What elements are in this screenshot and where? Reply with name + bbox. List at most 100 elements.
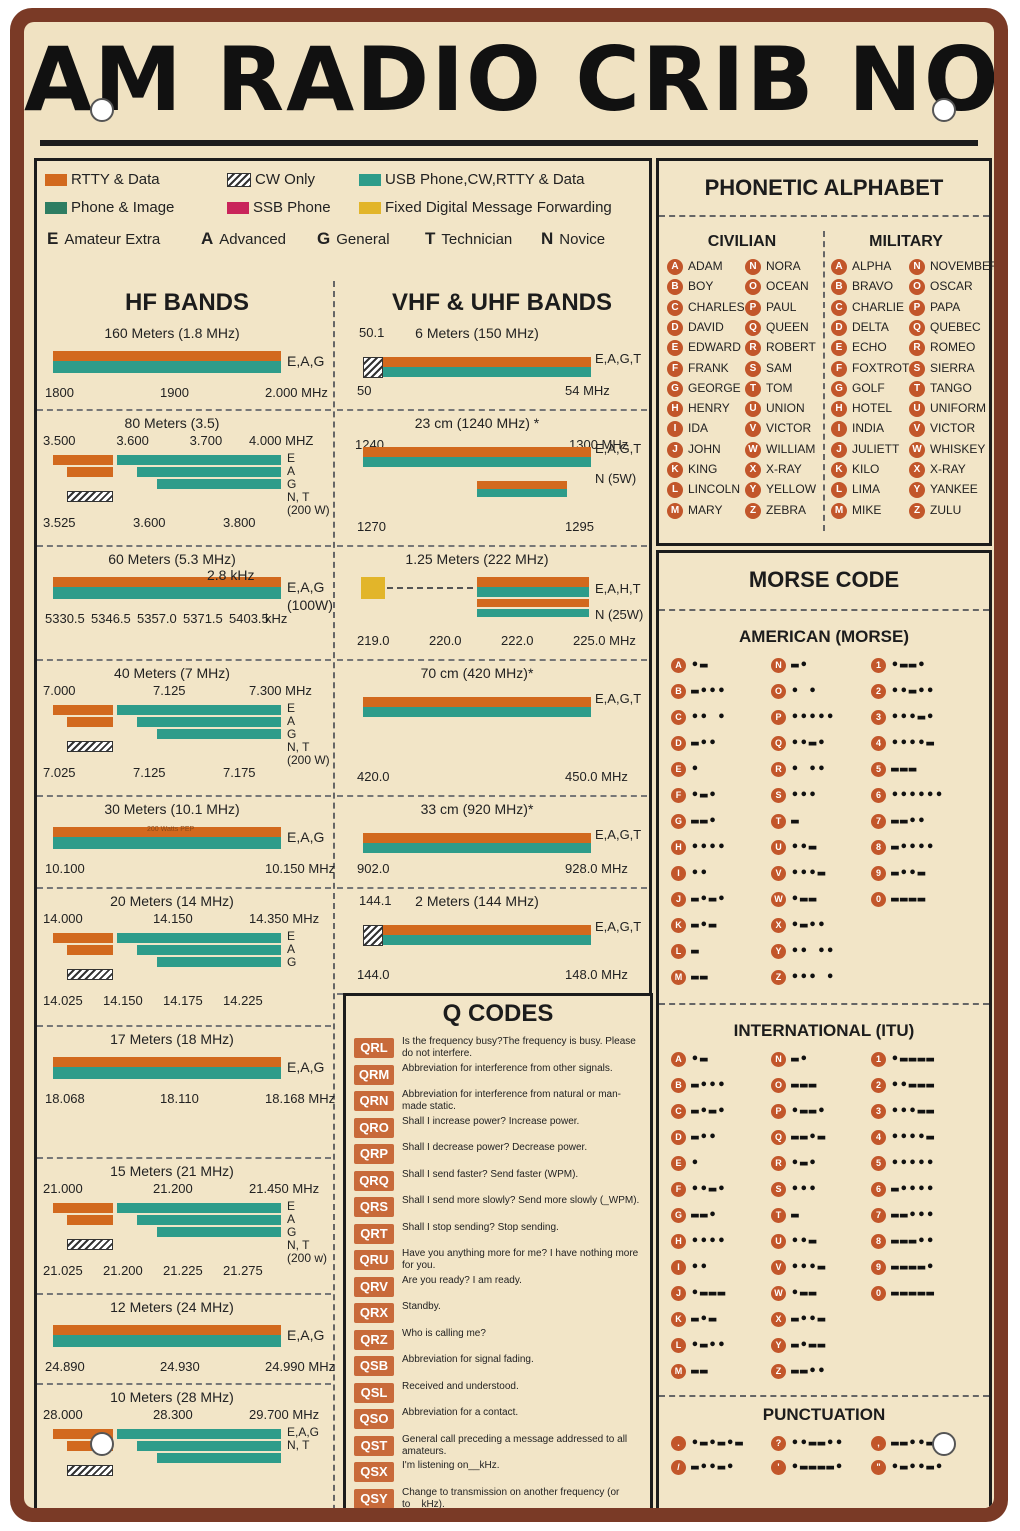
qcode-label: QRU	[354, 1250, 394, 1270]
morse-code: ▬▬•	[691, 1208, 718, 1224]
band-tick: 24.890	[45, 1359, 85, 1374]
morse-code: ••▬	[791, 840, 818, 856]
morse-entry: 9 ▬••▬	[871, 865, 926, 882]
qcode-label: QRO	[354, 1117, 394, 1138]
morse-code: ••▬	[791, 1234, 818, 1250]
qcode-row: QRU Have you anything more for me? I have…	[354, 1248, 642, 1274]
morse-character: G	[671, 814, 686, 830]
phonetic-word: N NORA	[745, 259, 801, 275]
band-bottom-tick: 14.175	[163, 993, 203, 1008]
phonetic-word-text: NOVEMBER	[930, 259, 994, 274]
band-side-label: (200 W)	[287, 503, 330, 517]
band-bar-phone-a	[137, 717, 281, 727]
band-tick: 902.0	[357, 861, 390, 876]
morse-entry: " •▬••▬•	[871, 1459, 944, 1476]
morse-entry: Z ▬▬••	[771, 1363, 826, 1380]
band-bar-phone-g	[157, 1453, 281, 1463]
phonetic-word-text: GEORGE	[688, 380, 741, 395]
morse-code: ▬▬•••	[891, 1208, 936, 1224]
band-bar-phone-g	[157, 479, 281, 489]
phonetic-letter-icon: Y	[909, 482, 925, 499]
phonetic-word: X X-RAY	[745, 462, 802, 478]
morse-code: ••▬••	[891, 684, 936, 700]
band-bar-rtty-2	[67, 467, 113, 477]
morse-character: B	[671, 1078, 686, 1094]
phonetic-word-text: UNIFORM	[930, 401, 986, 416]
morse-character: C	[671, 1104, 686, 1120]
morse-entry: I ••	[671, 865, 709, 882]
phonetic-word-text: EDWARD	[688, 340, 741, 355]
morse-code: ••••••	[891, 788, 944, 804]
band-bar-phone	[363, 367, 591, 377]
morse-code: •▬	[691, 1052, 709, 1068]
phonetic-word-text: JOHN	[688, 441, 721, 456]
phonetic-word-text: VICTOR	[766, 421, 812, 436]
phonetic-word: A ADAM	[667, 259, 723, 275]
band-tick: 450.0 MHz	[565, 769, 628, 784]
phonetic-word: C CHARLIE	[831, 299, 904, 316]
phonetic-word-text: ROBERT	[766, 340, 816, 355]
morse-code: •▬••▬•	[891, 1460, 944, 1476]
band-top-tick: 4.000 MHZ	[249, 433, 314, 448]
band-side-label: E	[287, 1199, 296, 1213]
phonetic-word-text: PAPA	[930, 299, 961, 314]
band-bar-phone-g	[157, 729, 281, 739]
morse-code: •▬••	[691, 1338, 727, 1354]
band-tick: 5403.5	[229, 611, 269, 626]
phonetic-letter-icon: Y	[745, 482, 761, 499]
qcode-row: QRL Is the frequency busy?The frequency i…	[354, 1036, 642, 1062]
band-tick: 1900	[160, 385, 189, 400]
morse-entry: V •••▬	[771, 1259, 826, 1276]
phonetic-word-text: GOLF	[852, 380, 885, 395]
phonetic-word: Q QUEEN	[745, 319, 809, 336]
morse-code: ▬▬	[691, 1364, 709, 1380]
morse-entry: T ▬	[771, 1207, 800, 1224]
license-label: General	[336, 231, 390, 248]
qcode-meaning: Is the frequency busy?The frequency is b…	[402, 1036, 636, 1059]
qcode-meaning: Abbreviation for interference from other…	[402, 1062, 613, 1074]
morse-entry: E •	[671, 761, 700, 778]
morse-character: F	[671, 1182, 686, 1198]
band-bar-cw	[363, 357, 383, 378]
band-bar-rtty	[53, 1057, 281, 1067]
band-top-tick: 3.500	[43, 433, 76, 448]
morse-character: B	[671, 684, 686, 700]
morse-code: ▬•	[791, 1052, 809, 1068]
qcode-meaning: General call preceding a message address…	[402, 1433, 628, 1457]
band-bar-phone	[477, 587, 589, 597]
phonetic-word: P PAPA	[909, 299, 961, 316]
band-tick: 24.930	[160, 1359, 200, 1374]
qcode-label: QST	[354, 1435, 394, 1456]
morse-entry: ' •▬▬▬▬•	[771, 1459, 844, 1476]
band-bar-phone-a	[137, 467, 281, 477]
phonetic-word: U UNION	[745, 401, 805, 418]
morse-character: 4	[871, 1130, 886, 1146]
morse-code: ▬•▬	[691, 918, 718, 934]
license-label: Advanced	[219, 231, 286, 248]
morse-code: ▬•••	[691, 1078, 727, 1094]
band-title: 23 cm (1240 MHz) *	[414, 415, 540, 431]
band-side-label: G	[287, 1225, 297, 1239]
phonetic-letter-icon: G	[667, 380, 683, 397]
qcode-meaning: Shall I decrease power? Decrease power.	[402, 1142, 588, 1153]
legend-item: Fixed Digital Message Forwarding	[359, 199, 612, 216]
license-label: Amateur Extra	[64, 231, 161, 248]
phonetic-word-text: QUEBEC	[930, 320, 981, 335]
band-title: 33 cm (920 MHz)*	[420, 801, 534, 817]
phonetic-letter-icon: H	[667, 401, 683, 418]
phonetic-word: Y YELLOW	[745, 482, 816, 499]
morse-code: •••••	[891, 1156, 936, 1172]
morse-code: ▬▬•▬	[791, 1130, 827, 1146]
band-side-label: A	[287, 942, 296, 956]
morse-character: F	[671, 788, 686, 804]
band-tick: 5357.0	[137, 611, 177, 626]
phonetic-letter-icon: D	[667, 319, 683, 336]
phonetic-word-text: CHARLES	[688, 299, 745, 314]
morse-character: L	[671, 1338, 686, 1354]
morse-code: •••	[791, 788, 818, 804]
phonetic-letter-icon: A	[667, 259, 683, 275]
morse-code: ▬•••	[691, 684, 727, 700]
phonetic-letter-icon: C	[831, 299, 847, 316]
morse-character: K	[671, 918, 686, 934]
